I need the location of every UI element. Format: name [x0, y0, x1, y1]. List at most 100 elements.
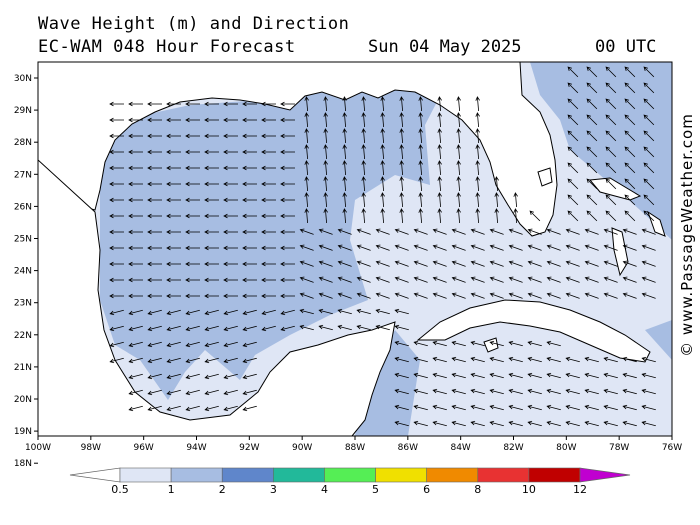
wave-arrow — [166, 213, 181, 219]
wave-arrow — [394, 244, 409, 251]
wave-arrow — [603, 372, 618, 379]
lat-tick-label: 28N — [14, 138, 32, 148]
wave-arrow — [280, 133, 295, 139]
wave-arrow — [261, 325, 276, 332]
wave-arrow — [565, 244, 580, 251]
lon-tick-label: 94W — [186, 443, 206, 453]
wave-arrow — [527, 420, 542, 427]
wave-arrow — [586, 146, 598, 158]
wave-arrow — [109, 277, 124, 283]
wave-arrow — [242, 229, 257, 235]
legend-label: 0.5 — [111, 483, 129, 496]
wave-arrow — [399, 96, 404, 112]
wave-arrow — [204, 389, 219, 396]
wave-arrow — [166, 101, 181, 107]
lon-tick-label: 96W — [133, 443, 153, 453]
wave-arrow — [204, 277, 219, 283]
wave-arrow — [261, 277, 276, 283]
wave-arrow — [361, 96, 366, 112]
wave-arrow — [128, 245, 143, 251]
wave-arrow — [204, 293, 219, 299]
wave-arrow — [456, 144, 461, 160]
wave-arrow — [456, 160, 461, 176]
wave-arrow — [147, 245, 162, 251]
wave-arrow — [418, 96, 423, 112]
wave-arrow — [584, 228, 599, 235]
wave-arrow — [280, 101, 295, 107]
wave-arrow — [204, 197, 219, 203]
wave-arrow — [394, 228, 409, 235]
wave-arrow — [299, 308, 314, 315]
wave-arrow — [361, 208, 366, 224]
wave-arrow — [513, 208, 518, 224]
wave-arrow — [280, 293, 295, 299]
wave-arrow — [166, 341, 181, 348]
wave-arrow — [470, 420, 485, 427]
legend-high-arrow — [579, 467, 631, 483]
legend-label: 3 — [270, 483, 277, 496]
wave-arrow — [356, 308, 371, 315]
map-axes: 100W 98W 96W 94W 92W 90W 88W 86W 84W 82W 80W 78W 76W… — [14, 74, 682, 469]
lat-tick-label: 19N — [14, 427, 32, 437]
wave-arrow — [280, 181, 295, 187]
wave-arrow — [185, 261, 200, 267]
wave-arrow — [394, 420, 409, 427]
wave-arrow — [147, 165, 162, 171]
lon-tick-label: 100W — [25, 443, 51, 453]
wave-arrow — [323, 96, 328, 112]
wave-arrow — [128, 373, 143, 380]
wave-arrow — [318, 228, 333, 235]
wave-arrow — [337, 324, 352, 331]
wave-arrow — [456, 112, 461, 128]
wave-arrow — [375, 260, 390, 267]
wave-arrow — [624, 210, 636, 222]
wave-arrow — [223, 293, 238, 299]
lat-tick-label: 21N — [14, 363, 32, 373]
wave-arrow — [356, 324, 371, 331]
wave-arrow — [451, 404, 466, 411]
wave-arrow — [361, 128, 366, 144]
wave-arrow — [304, 176, 309, 192]
wave-arrow — [323, 208, 328, 224]
wave-arrow — [375, 244, 390, 251]
wave-arrow — [147, 373, 162, 380]
wave-arrow — [280, 261, 295, 267]
wave-arrow — [622, 244, 637, 251]
map-title: Wave Height (m) and Direction — [38, 14, 350, 34]
wave-arrow — [185, 277, 200, 283]
wave-arrow — [242, 101, 257, 107]
wave-arrow — [546, 388, 561, 395]
wave-arrow — [470, 340, 485, 347]
wave-arrow — [437, 208, 442, 224]
lat-tick-label: 26N — [14, 202, 32, 212]
wave-arrow — [375, 276, 390, 283]
wave-arrow — [280, 197, 295, 203]
wave-arrow — [527, 340, 542, 347]
wave-arrow — [342, 144, 347, 160]
wave-arrow — [643, 98, 655, 110]
wave-arrow — [361, 144, 366, 160]
wave-arrow — [565, 228, 580, 235]
wave-arrow — [432, 340, 447, 347]
wave-arrow — [622, 228, 637, 235]
wave-arrow — [432, 292, 447, 299]
wave-arrow — [605, 162, 617, 174]
wave-arrow — [299, 324, 314, 331]
wave-arrow — [394, 308, 409, 315]
wave-arrow — [567, 114, 579, 126]
wave-arrow — [508, 292, 523, 299]
wave-arrow — [204, 309, 219, 316]
wave-arrow — [323, 160, 328, 176]
wave-arrow — [470, 372, 485, 379]
wave-arrow — [185, 133, 200, 139]
wave-arrow — [470, 292, 485, 299]
wave-arrow — [605, 130, 617, 142]
wave-arrow — [643, 114, 655, 126]
wave-arrow — [261, 117, 276, 123]
wave-arrow — [166, 133, 181, 139]
wave-arrow — [185, 117, 200, 123]
wave-arrow — [166, 309, 181, 316]
wave-arrow — [603, 260, 618, 267]
wave-arrow — [261, 101, 276, 107]
forecast-hour: 00 UTC — [595, 37, 657, 57]
